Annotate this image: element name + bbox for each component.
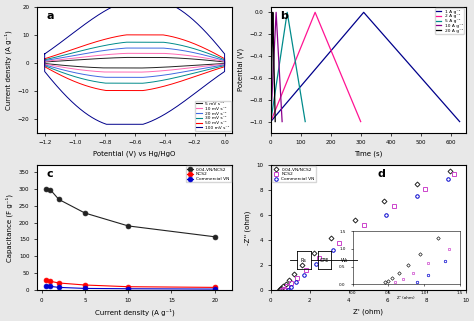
0.04-VN/NCS2: [281, 284, 286, 288]
Commercial VN: [330, 248, 336, 252]
0.04-VN/NCS2: [299, 264, 305, 267]
Commercial VN: [82, 286, 88, 290]
Legend: 0.04-VN/NCS2, NCS2, Commercial VN: 0.04-VN/NCS2, NCS2, Commercial VN: [272, 166, 316, 182]
Commercial VN: [301, 273, 307, 277]
Commercial VN: [383, 213, 389, 217]
Line: 0.04-VN/NCS2: 0.04-VN/NCS2: [44, 186, 217, 239]
0.04-VN/NCS2: [414, 182, 420, 186]
Commercial VN: [56, 285, 62, 289]
NCS2: [294, 276, 300, 280]
NCS2: [284, 284, 290, 288]
Text: c: c: [47, 169, 54, 178]
NCS2: [82, 283, 88, 287]
NCS2: [422, 187, 428, 191]
NCS2: [362, 223, 367, 227]
Commercial VN: [293, 280, 299, 284]
Line: NCS2: NCS2: [281, 172, 456, 291]
Commercial VN: [313, 262, 319, 266]
Y-axis label: Current density (A g⁻¹): Current density (A g⁻¹): [5, 30, 12, 109]
NCS2: [282, 287, 287, 291]
0.04-VN/NCS2: [447, 169, 453, 173]
Commercial VN: [288, 285, 294, 289]
Line: NCS2: NCS2: [44, 278, 217, 290]
NCS2: [303, 268, 309, 272]
0.04-VN/NCS2: [212, 235, 218, 239]
0.04-VN/NCS2: [47, 188, 53, 192]
Text: b: b: [281, 11, 288, 21]
X-axis label: Potential (V) vs Hg/HgO: Potential (V) vs Hg/HgO: [93, 151, 176, 157]
0.04-VN/NCS2: [352, 218, 357, 222]
0.04-VN/NCS2: [283, 282, 289, 285]
Line: Commercial VN: Commercial VN: [44, 283, 217, 291]
Legend: 1 A g⁻¹, 2 A g⁻¹, 5 A g⁻¹, 10 A g⁻¹, 20 A g⁻¹: 1 A g⁻¹, 2 A g⁻¹, 5 A g⁻¹, 10 A g⁻¹, 20 …: [435, 8, 465, 34]
Line: 0.04-VN/NCS2: 0.04-VN/NCS2: [278, 169, 452, 291]
Commercial VN: [414, 194, 420, 198]
Commercial VN: [212, 287, 218, 291]
Commercial VN: [445, 177, 451, 180]
NCS2: [43, 278, 49, 282]
Legend: 0.04-VN/NCS2, NCS2, Commercial VN: 0.04-VN/NCS2, NCS2, Commercial VN: [186, 166, 231, 182]
0.04-VN/NCS2: [311, 251, 317, 255]
0.04-VN/NCS2: [328, 236, 334, 239]
Legend: 5 mV s⁻¹, 10 mV s⁻¹, 20 mV s⁻¹, 30 mV s⁻¹, 50 mV s⁻¹, 100 mV s⁻¹: 5 mV s⁻¹, 10 mV s⁻¹, 20 mV s⁻¹, 30 mV s⁻…: [195, 100, 231, 131]
NCS2: [317, 256, 322, 260]
0.04-VN/NCS2: [278, 287, 283, 291]
0.04-VN/NCS2: [381, 199, 387, 203]
NCS2: [391, 204, 396, 208]
NCS2: [336, 241, 342, 245]
NCS2: [288, 281, 294, 285]
Y-axis label: -Z'' (ohm): -Z'' (ohm): [244, 211, 251, 245]
0.04-VN/NCS2: [286, 278, 292, 282]
NCS2: [212, 285, 218, 289]
X-axis label: Z' (ohm): Z' (ohm): [353, 308, 383, 315]
X-axis label: Time (s): Time (s): [354, 151, 383, 157]
Commercial VN: [43, 284, 49, 288]
Text: a: a: [47, 11, 55, 21]
0.04-VN/NCS2: [291, 272, 297, 276]
0.04-VN/NCS2: [56, 197, 62, 201]
Commercial VN: [125, 287, 131, 291]
0.04-VN/NCS2: [125, 224, 131, 228]
NCS2: [56, 281, 62, 285]
NCS2: [47, 279, 53, 283]
Line: Commercial VN: Commercial VN: [286, 177, 450, 291]
Commercial VN: [354, 232, 359, 236]
0.04-VN/NCS2: [279, 286, 284, 290]
0.04-VN/NCS2: [277, 288, 283, 292]
NCS2: [125, 285, 131, 289]
Commercial VN: [285, 288, 291, 292]
X-axis label: Current density (A g⁻¹): Current density (A g⁻¹): [95, 308, 174, 316]
Commercial VN: [47, 284, 53, 288]
Y-axis label: Potential (V): Potential (V): [237, 48, 244, 91]
0.04-VN/NCS2: [43, 187, 49, 190]
NCS2: [280, 288, 285, 292]
Text: d: d: [378, 169, 386, 178]
0.04-VN/NCS2: [82, 211, 88, 215]
Y-axis label: Capacitance (F g⁻¹): Capacitance (F g⁻¹): [6, 194, 13, 262]
NCS2: [451, 172, 457, 176]
